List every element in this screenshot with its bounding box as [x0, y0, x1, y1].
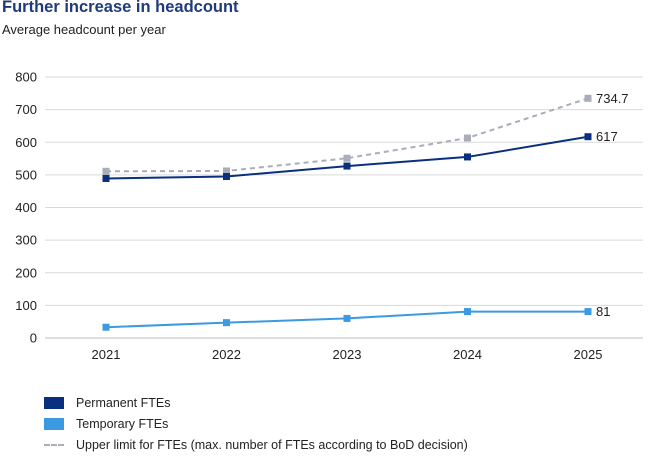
data-point-series-1-2021 — [102, 323, 110, 331]
series-line-2 — [105, 97, 589, 173]
data-point-series-2-2022 — [223, 167, 230, 175]
data-point-series-2-2021 — [102, 167, 110, 175]
legend-item-permanent: Permanent FTEs — [44, 393, 468, 413]
legend-label-upper-limit: Upper limit for FTEs (max. number of FTE… — [76, 438, 468, 452]
legend-swatch-temporary — [44, 418, 64, 430]
chart-legend: Permanent FTEs Temporary FTEs Upper limi… — [44, 393, 468, 456]
legend-item-upper-limit: Upper limit for FTEs (max. number of FTE… — [44, 435, 468, 455]
data-point-series-0-2023 — [343, 162, 351, 170]
data-point-series-1-2022 — [223, 319, 230, 327]
y-tick-label: 400 — [15, 200, 37, 215]
data-point-series-0-2024 — [464, 153, 471, 161]
data-point-series-0-2022 — [223, 173, 230, 181]
end-label-series-2: 734.7 — [596, 91, 629, 106]
legend-label-temporary: Temporary FTEs — [76, 417, 169, 431]
legend-swatch-upper-limit — [44, 444, 64, 446]
data-point-series-2-2025 — [584, 94, 592, 102]
y-tick-label: 0 — [30, 331, 37, 346]
chart-title: Further increase in headcount — [2, 0, 239, 16]
y-tick-label: 600 — [15, 135, 37, 150]
y-tick-label: 700 — [15, 102, 37, 117]
x-tick-label: 2022 — [212, 347, 241, 362]
data-point-series-2-2024 — [464, 134, 471, 142]
chart-subtitle: Average headcount per year — [2, 22, 166, 37]
data-point-series-1-2024 — [464, 308, 471, 316]
x-tick-label: 2021 — [92, 347, 121, 362]
legend-item-temporary: Temporary FTEs — [44, 414, 468, 434]
data-point-series-2-2023 — [343, 154, 351, 162]
x-tick-label: 2023 — [333, 347, 362, 362]
data-point-series-0-2021 — [102, 174, 110, 182]
legend-swatch-permanent — [44, 397, 64, 409]
y-tick-label: 100 — [15, 298, 37, 313]
x-tick-label: 2024 — [453, 347, 482, 362]
y-tick-label: 200 — [15, 265, 37, 280]
data-point-series-1-2023 — [343, 314, 351, 322]
end-label-series-0: 617 — [596, 129, 618, 144]
data-point-series-0-2025 — [584, 133, 592, 141]
end-label-series-1: 81 — [596, 304, 610, 319]
y-tick-label: 500 — [15, 167, 37, 182]
x-tick-label: 2025 — [574, 347, 603, 362]
data-point-series-1-2025 — [584, 308, 592, 316]
y-tick-label: 300 — [15, 233, 37, 248]
headcount-line-chart: 0 100 200 300 400 500 600 700 800 2021 2022 2023 202… — [15, 70, 643, 362]
legend-label-permanent: Permanent FTEs — [76, 396, 171, 410]
y-tick-label: 800 — [15, 70, 37, 85]
